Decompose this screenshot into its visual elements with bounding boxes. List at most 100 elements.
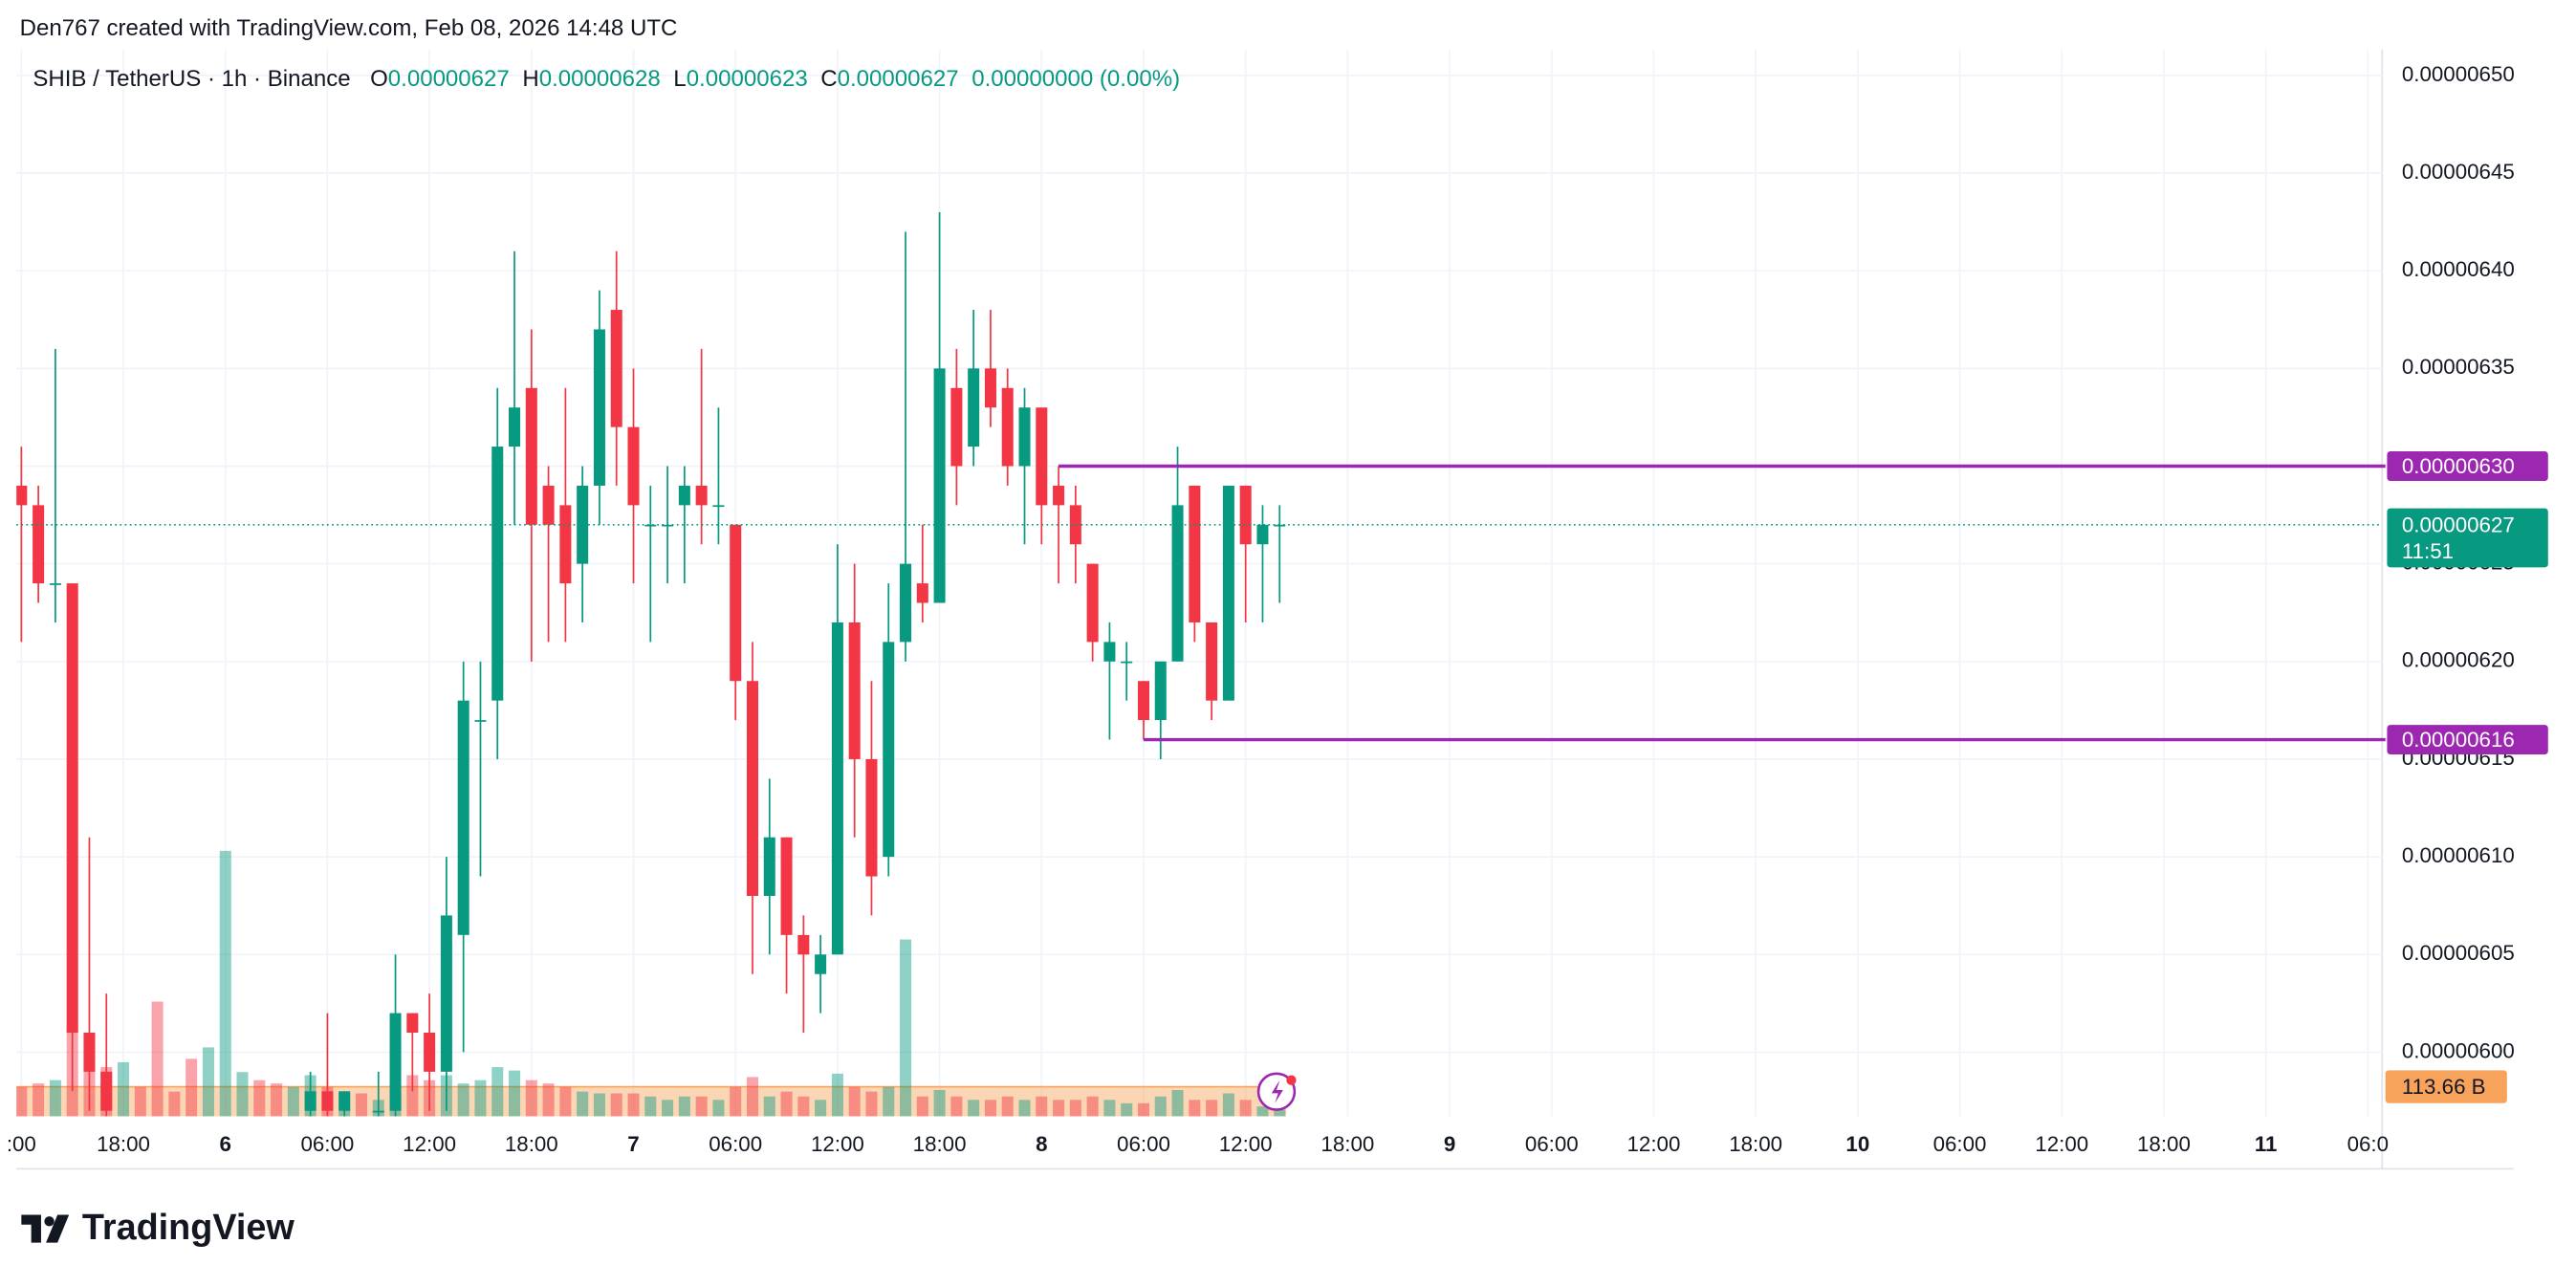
volume-bar (151, 1001, 164, 1117)
change: 0.00000000 (0.00%) (971, 66, 1180, 92)
candle-body (491, 447, 504, 701)
candle-body (780, 837, 793, 935)
countdown: 11:51 (2402, 539, 2454, 563)
volume-bar (763, 1096, 775, 1117)
volume-bar (593, 1093, 605, 1117)
high-value: 0.00000628 (539, 66, 661, 92)
volume-bar (610, 1093, 622, 1117)
candle-body (730, 524, 742, 682)
candle-body (1274, 524, 1286, 527)
x-tick-label: 06:00 (709, 1132, 762, 1156)
x-tick-label: 18:00 (913, 1132, 967, 1156)
volume-bar (1189, 1100, 1201, 1117)
volume-bar (1069, 1100, 1081, 1117)
icon-dot (1286, 1075, 1297, 1085)
x-tick-label: 7 (627, 1132, 639, 1156)
candle-body (848, 622, 861, 759)
volume-bar (1171, 1089, 1184, 1117)
last-price-label: 0.00000627 (2402, 513, 2515, 536)
symbol: SHIB / TetherUS · 1h · Binance (33, 66, 350, 92)
candle-body (933, 368, 946, 603)
volume-bar (746, 1077, 758, 1117)
candle-body (695, 485, 708, 506)
volume-ma-label: 113.66 B (2402, 1075, 2486, 1099)
candle-body (577, 485, 589, 564)
low-label: L (673, 66, 686, 92)
volume-bar (662, 1100, 674, 1117)
candle-body (883, 642, 895, 858)
candle-body (16, 485, 28, 506)
candle-body (1053, 485, 1065, 506)
candle-body (33, 505, 45, 584)
candle-body (1222, 485, 1234, 701)
volume-bar (984, 1100, 996, 1117)
volume-bar (16, 1086, 28, 1117)
candle-body (1256, 524, 1269, 545)
y-tick-label: 0.00000610 (2402, 843, 2515, 867)
candle-body (338, 1091, 351, 1111)
logo: TradingView (21, 1208, 295, 1248)
x-tick-label: 18:00 (1321, 1132, 1374, 1156)
low-value: 0.00000623 (687, 66, 808, 92)
x-tick-label: 06:00 (1933, 1132, 1987, 1156)
candle-body (66, 583, 78, 1034)
volume-bar (968, 1100, 980, 1117)
volume-bar (474, 1080, 487, 1117)
brand: TradingView (82, 1208, 295, 1248)
candle-body (627, 426, 640, 506)
x-tick-label: 18:00 (97, 1132, 150, 1156)
candle-body (1018, 407, 1031, 467)
x-tick-label: 12:00 (1627, 1132, 1681, 1156)
candle-body (1206, 622, 1218, 701)
volume-bar (1137, 1102, 1149, 1117)
volume-bar (1086, 1096, 1099, 1117)
volume-bar (202, 1047, 214, 1117)
volume-bar (287, 1086, 299, 1117)
candle-body (797, 934, 810, 955)
volume-bar (1239, 1100, 1252, 1117)
volume-bar (950, 1096, 963, 1117)
volume-bar (916, 1096, 928, 1117)
x-tick-label: 12:00 (2035, 1132, 2088, 1156)
volume-bar (525, 1080, 537, 1117)
candle-body (815, 954, 827, 974)
candle-body (49, 583, 61, 585)
x-tick-label: 18:00 (505, 1132, 558, 1156)
icon-bolt (1271, 1080, 1283, 1103)
volume-bar (883, 1086, 895, 1117)
x-tick-label: 18:00 (1729, 1132, 1782, 1156)
candle-body (1239, 485, 1252, 545)
candle-body (1189, 485, 1201, 622)
x-tick-label: 06:00 (1117, 1132, 1170, 1156)
candle-body (662, 524, 674, 527)
volume-bar (865, 1091, 878, 1117)
x-tick-label: 8 (1036, 1132, 1047, 1156)
candle-body (424, 1033, 436, 1072)
volume-bar (712, 1100, 725, 1117)
candle-body (474, 720, 487, 722)
volume-bar (457, 1083, 469, 1117)
candle-body (100, 1071, 113, 1111)
level-label: 0.00000630 (2402, 454, 2515, 478)
candle-body (1121, 661, 1133, 664)
x-tick-label: :00 (7, 1132, 36, 1156)
y-tick-label: 0.00000635 (2402, 355, 2515, 379)
candle-body (304, 1091, 317, 1111)
candle-body (593, 329, 605, 486)
candle-body (865, 758, 878, 877)
volume-bar (236, 1072, 249, 1117)
volume-bar (900, 939, 912, 1117)
candle-body (83, 1033, 96, 1072)
x-tick-label: 6 (220, 1132, 231, 1156)
volume-bar (1274, 1109, 1286, 1117)
y-tick-label: 0.00000620 (2402, 648, 2515, 672)
candle-body (389, 1013, 402, 1111)
candle-body (1001, 387, 1014, 467)
volume-bar (49, 1080, 61, 1117)
volume-bar (1036, 1096, 1048, 1117)
volume-bar (1001, 1096, 1014, 1117)
y-tick-label: 0.00000650 (2402, 62, 2515, 86)
close-value: 0.00000627 (838, 66, 959, 92)
volume-bar (406, 1075, 419, 1117)
